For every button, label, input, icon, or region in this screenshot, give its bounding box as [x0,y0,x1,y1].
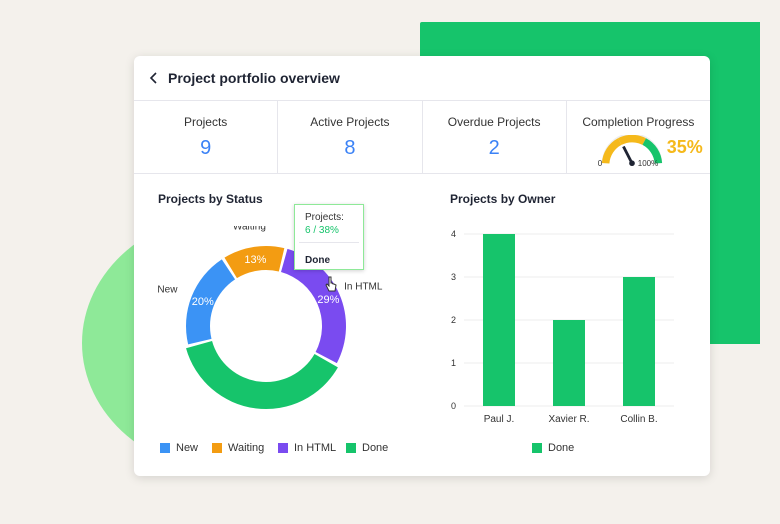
donut-slice-label: 29% [317,294,339,306]
legend-swatch [160,443,170,453]
stat-label: Completion Progress [582,115,695,129]
legend-label: New [176,442,199,454]
tooltip-value: 6 / 38% [305,225,339,236]
donut-slice-label: 20% [192,296,214,308]
x-tick-label: Xavier R. [548,414,589,425]
legend-swatch [212,443,222,453]
page-title: Project portfolio overview [168,70,340,86]
y-tick-label: 3 [451,272,456,282]
legend-owner-done: Done [532,442,574,454]
chevron-left-icon[interactable] [146,70,162,86]
header: Project portfolio overview [134,56,710,101]
completion-percent: 35% [666,137,703,157]
legend-swatch [278,443,288,453]
stat-projects: Projects 9 [134,101,279,173]
stat-label: Active Projects [310,115,390,129]
status-donut-chart: 20% New 13% Waiting 29% In HTML [157,226,383,409]
stat-label: Overdue Projects [447,115,541,129]
y-tick-label: 1 [451,358,456,368]
bar-collin-b-[interactable] [623,277,655,406]
owner-chart-title: Projects by Owner [450,192,556,206]
donut-slice-new[interactable] [186,259,236,345]
legend-label: In HTML [294,442,337,454]
legend-label: Waiting [228,442,265,454]
stat-value: 9 [200,137,212,159]
y-tick-label: 4 [451,229,456,239]
donut-slice-waiting[interactable] [224,246,285,279]
legend-label: Done [362,442,389,454]
donut-slice-label: 13% [244,254,266,266]
tooltip-category: Done [305,255,330,266]
gauge-min-label: 0 [597,159,603,168]
chart-tooltip: Projects: 6 / 38% Done [294,204,364,270]
x-tick-label: Collin B. [620,414,657,425]
legend-new: New [160,442,198,454]
y-tick-label: 2 [451,315,456,325]
legend-done: Done [346,442,388,454]
legend-label: Done [548,442,575,454]
legend-inhtml: In HTML [278,442,336,454]
donut-category-label: In HTML [344,281,383,292]
donut-category-label: Waiting [233,226,266,232]
legend-waiting: Waiting [212,442,264,454]
dashboard-card: Project portfolio overview Projects 9 Ac… [134,56,710,476]
stat-label: Projects [183,115,228,129]
legend-swatch [532,443,542,453]
hand-cursor-icon [325,276,337,292]
donut-slice-done[interactable] [186,341,338,409]
stat-active-projects: Active Projects 8 [278,101,423,173]
legend-swatch [346,443,356,453]
x-tick-label: Paul J. [484,414,515,425]
tooltip-label: Projects: [305,212,344,223]
tooltip-divider [299,242,359,243]
bar-xavier-r-[interactable] [553,320,585,406]
gauge-max-label: 100% [637,159,659,168]
stat-overdue-projects: Overdue Projects 2 [423,101,567,173]
stats-row: Projects 9 Active Projects 8 Overdue Pro… [134,101,710,174]
status-chart-title: Projects by Status [158,192,263,206]
stat-value: 8 [344,137,356,159]
stat-value: 2 [488,137,500,159]
gauge-icon [601,135,662,167]
donut-category-label: New [157,284,178,295]
y-tick-label: 0 [451,401,456,411]
owner-bar-chart: 0 1 2 3 4 Paul J. Xavier R. Collin B. [451,229,674,425]
bar-paul-j-[interactable] [483,234,515,406]
donut-slice-in-html[interactable] [281,248,346,364]
stat-completion-progress: Completion Progress 0 100% 35% [567,101,710,173]
